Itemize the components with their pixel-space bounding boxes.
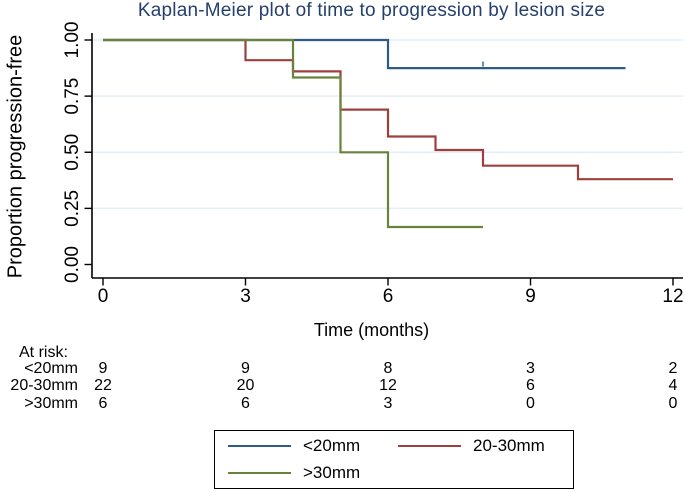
km-curve-lt-20mm	[103, 38, 626, 70]
at-risk-row-label: <20mm	[24, 359, 78, 377]
at-risk-count: 4	[668, 377, 678, 394]
x-axis-label: Time (months)	[313, 320, 430, 340]
y-tick-label: 0.00	[62, 246, 83, 283]
at-risk-count: 6	[526, 377, 535, 394]
x-tick-label: 0	[98, 286, 109, 307]
y-tick-label: 0.25	[62, 190, 83, 227]
at-risk-heading: At risk:	[19, 344, 68, 361]
at-risk-count: 3	[526, 359, 535, 377]
legend: <20mm 20-30mm >30mm	[214, 430, 574, 489]
legend-line-sample	[398, 444, 461, 448]
x-tick-label: 3	[240, 286, 251, 307]
at-risk-count: 12	[379, 377, 397, 394]
y-tick-label: 0.50	[62, 134, 83, 171]
legend-item-gt-30mm: >30mm	[228, 463, 398, 483]
at-risk-row-label: >30mm	[24, 394, 78, 412]
legend-item-lt-20mm: <20mm	[228, 436, 398, 456]
chart-title: Kaplan-Meier plot of time to progression…	[137, 0, 606, 21]
legend-line-sample	[228, 444, 291, 448]
at-risk-count: 0	[668, 394, 678, 412]
x-tick-label: 12	[662, 286, 683, 307]
at-risk-count: 6	[241, 394, 250, 412]
legend-item-label: 20-30mm	[473, 436, 545, 455]
at-risk-row-label: 20-30mm	[10, 377, 78, 394]
legend-item-20-30mm: 20-30mm	[398, 436, 573, 456]
at-risk-count: 3	[383, 394, 393, 412]
legend-item-label: >30mm	[303, 463, 361, 482]
x-tick-label: 9	[525, 286, 536, 307]
km-curve-20-30mm	[103, 38, 673, 181]
at-risk-count: 0	[526, 394, 535, 412]
legend-line-sample	[228, 471, 291, 475]
at-risk-count: 2	[668, 359, 678, 377]
legend-item-label: <20mm	[303, 436, 361, 455]
plot-area: 0.00 0.25 0.50 0.75 1.00 0 3 6 9 12	[62, 22, 684, 307]
y-tick-label: 1.00	[62, 22, 83, 59]
at-risk-count: 22	[94, 377, 112, 394]
at-risk-count: 6	[98, 394, 108, 412]
at-risk-count: 20	[236, 377, 255, 394]
y-tick-label: 0.75	[62, 78, 83, 115]
x-tick-label: 6	[383, 286, 394, 307]
at-risk-count: 9	[98, 359, 108, 377]
km-curve-gt-30mm	[103, 38, 483, 229]
at-risk-count: 8	[383, 359, 393, 377]
at-risk-count: 9	[241, 359, 250, 377]
